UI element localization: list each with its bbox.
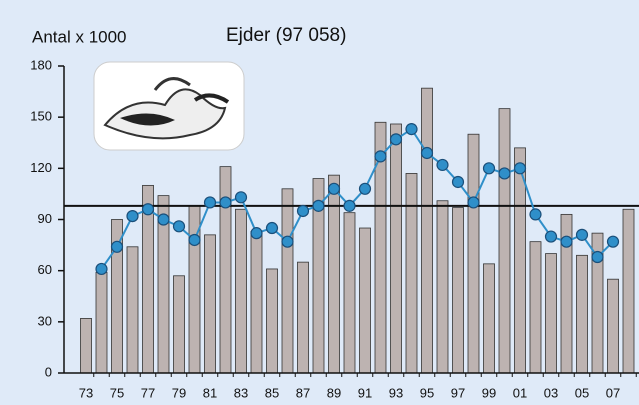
line-point [468,197,479,208]
x-tick-label: 83 [234,385,248,400]
x-tick-label: 99 [482,385,496,400]
bar [577,255,588,373]
x-tick-label: 01 [513,385,527,400]
y-tick-label: 0 [45,364,52,379]
bar [437,201,448,373]
bar [205,235,216,373]
line-point [499,168,510,179]
bar [453,208,464,373]
line-point [344,200,355,211]
line-point [174,221,185,232]
line-point [360,183,371,194]
line-point [267,223,278,234]
bar [236,209,247,373]
bar [391,124,402,373]
x-tick-label: 93 [389,385,403,400]
line-point [205,197,216,208]
x-tick-label: 77 [141,385,155,400]
x-tick-label: 81 [203,385,217,400]
line-point [484,163,495,174]
x-tick-label: 95 [420,385,434,400]
bar [298,262,309,373]
x-tick-label: 87 [296,385,310,400]
line-point [329,183,340,194]
line-point [608,236,619,247]
line-point [251,228,262,239]
line-point [220,197,231,208]
eider-illustration [94,62,244,150]
x-tick-label: 75 [110,385,124,400]
bar [608,279,619,373]
line-point [282,236,293,247]
bar [174,276,185,373]
y-tick-label: 30 [38,313,52,328]
bar [344,213,355,373]
bar [546,254,557,373]
line-point [189,234,200,245]
x-tick-label: 73 [79,385,93,400]
line-point [158,214,169,225]
line-point [112,241,123,252]
x-tick-label: 89 [327,385,341,400]
line-point [592,252,603,263]
line-point [313,200,324,211]
line-point [406,124,417,135]
line-point [96,263,107,274]
line-point [391,134,402,145]
bar [251,231,262,373]
bar [422,88,433,373]
bar [484,264,495,373]
y-axis-label: Antal x 1000 [32,27,127,46]
line-point [546,231,557,242]
bar [282,189,293,373]
line-point [577,229,588,240]
line-point [453,176,464,187]
x-tick-label: 05 [575,385,589,400]
line-point [530,209,541,220]
y-tick-label: 180 [30,57,52,72]
line-point [375,151,386,162]
x-tick-label: 79 [172,385,186,400]
y-tick-label: 120 [30,160,52,175]
x-tick-label: 07 [606,385,620,400]
bar [96,272,107,373]
bar [127,247,138,373]
line-point [561,236,572,247]
x-tick-label: 03 [544,385,558,400]
bar [329,175,340,373]
x-tick-label: 85 [265,385,279,400]
bar [530,242,541,373]
y-tick-label: 60 [38,262,52,277]
chart-title: Ejder (97 058) [226,25,346,46]
bar [468,134,479,373]
line-point [143,204,154,215]
line-point [236,192,247,203]
bar [499,109,510,373]
y-tick-label: 90 [38,211,52,226]
bar [267,269,278,373]
x-tick-label: 97 [451,385,465,400]
line-point [298,205,309,216]
line-point [515,163,526,174]
y-tick-label: 150 [30,109,52,124]
bar [623,209,634,373]
bar [81,318,92,373]
line-point [422,147,433,158]
line-point [437,159,448,170]
x-tick-label: 91 [358,385,372,400]
bar [406,173,417,373]
chart: Antal x 1000 Ejder (97 058) 030609012015… [0,0,639,405]
bar [360,228,371,373]
line-point [127,211,138,222]
